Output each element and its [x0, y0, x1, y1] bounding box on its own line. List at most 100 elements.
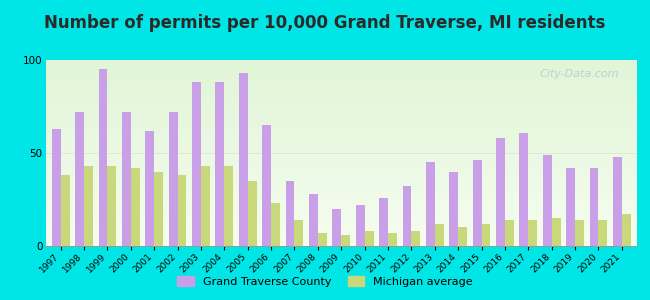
- Bar: [46, 68, 637, 69]
- Bar: [294, 220, 304, 246]
- Bar: [46, 209, 637, 211]
- Bar: [177, 175, 187, 246]
- Bar: [613, 157, 622, 246]
- Bar: [46, 66, 637, 68]
- Bar: [566, 168, 575, 246]
- Bar: [46, 80, 637, 82]
- Bar: [46, 238, 637, 240]
- Bar: [379, 198, 388, 246]
- Bar: [46, 205, 637, 207]
- Bar: [46, 110, 637, 112]
- Bar: [46, 112, 637, 114]
- Bar: [46, 203, 637, 205]
- Bar: [248, 181, 257, 246]
- Bar: [46, 125, 637, 127]
- Bar: [46, 101, 637, 103]
- Bar: [46, 216, 637, 218]
- Bar: [46, 75, 637, 77]
- Bar: [46, 211, 637, 212]
- Bar: [46, 127, 637, 129]
- Bar: [46, 134, 637, 136]
- Bar: [46, 119, 637, 122]
- Bar: [46, 237, 637, 239]
- Bar: [201, 166, 210, 246]
- Bar: [271, 203, 280, 246]
- Bar: [75, 112, 84, 246]
- Bar: [46, 97, 637, 99]
- Bar: [449, 172, 458, 246]
- Bar: [46, 224, 637, 226]
- Bar: [46, 71, 637, 73]
- Bar: [46, 155, 637, 157]
- Bar: [458, 227, 467, 246]
- Bar: [435, 224, 444, 246]
- Bar: [46, 77, 637, 79]
- Bar: [46, 84, 637, 86]
- Bar: [332, 209, 341, 246]
- Bar: [46, 129, 637, 131]
- Bar: [46, 106, 637, 108]
- Bar: [46, 183, 637, 184]
- Bar: [46, 192, 637, 194]
- Bar: [46, 92, 637, 94]
- Bar: [46, 220, 637, 222]
- Bar: [146, 131, 154, 246]
- Bar: [46, 166, 637, 168]
- Bar: [46, 94, 637, 95]
- Bar: [356, 205, 365, 246]
- Bar: [426, 162, 435, 246]
- Bar: [46, 244, 637, 246]
- Bar: [402, 187, 411, 246]
- Bar: [239, 73, 248, 246]
- Bar: [84, 166, 93, 246]
- Bar: [46, 95, 637, 97]
- Bar: [318, 233, 327, 246]
- Bar: [46, 88, 637, 90]
- Bar: [599, 220, 607, 246]
- Bar: [46, 222, 637, 224]
- Bar: [154, 172, 163, 246]
- Bar: [46, 168, 637, 170]
- Bar: [46, 201, 637, 203]
- Bar: [46, 160, 637, 162]
- Bar: [46, 179, 637, 181]
- Bar: [46, 69, 637, 71]
- Bar: [46, 153, 637, 155]
- Bar: [46, 184, 637, 187]
- Bar: [46, 144, 637, 146]
- Bar: [46, 79, 637, 80]
- Bar: [505, 220, 514, 246]
- Bar: [46, 64, 637, 66]
- Bar: [46, 172, 637, 173]
- Bar: [46, 146, 637, 147]
- Bar: [46, 147, 637, 149]
- Bar: [46, 177, 637, 179]
- Bar: [46, 242, 637, 244]
- Bar: [388, 233, 397, 246]
- Bar: [46, 240, 637, 242]
- Bar: [46, 123, 637, 125]
- Bar: [46, 175, 637, 177]
- Bar: [590, 168, 599, 246]
- Bar: [46, 118, 637, 119]
- Text: City-Data.com: City-Data.com: [540, 69, 619, 79]
- Bar: [262, 125, 271, 246]
- Bar: [519, 133, 528, 246]
- Bar: [46, 108, 637, 110]
- Bar: [46, 233, 637, 235]
- Bar: [46, 116, 637, 118]
- Bar: [46, 138, 637, 140]
- Bar: [46, 60, 637, 62]
- Bar: [46, 131, 637, 133]
- Bar: [169, 112, 177, 246]
- Bar: [46, 188, 637, 190]
- Bar: [46, 103, 637, 105]
- Bar: [131, 168, 140, 246]
- Bar: [60, 175, 70, 246]
- Bar: [46, 62, 637, 64]
- Bar: [46, 157, 637, 159]
- Bar: [46, 212, 637, 214]
- Bar: [46, 170, 637, 172]
- Bar: [46, 173, 637, 175]
- Bar: [46, 226, 637, 227]
